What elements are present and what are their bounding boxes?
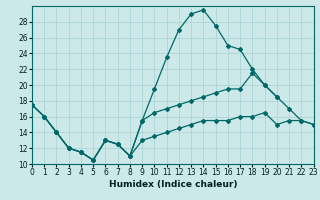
X-axis label: Humidex (Indice chaleur): Humidex (Indice chaleur) — [108, 180, 237, 189]
